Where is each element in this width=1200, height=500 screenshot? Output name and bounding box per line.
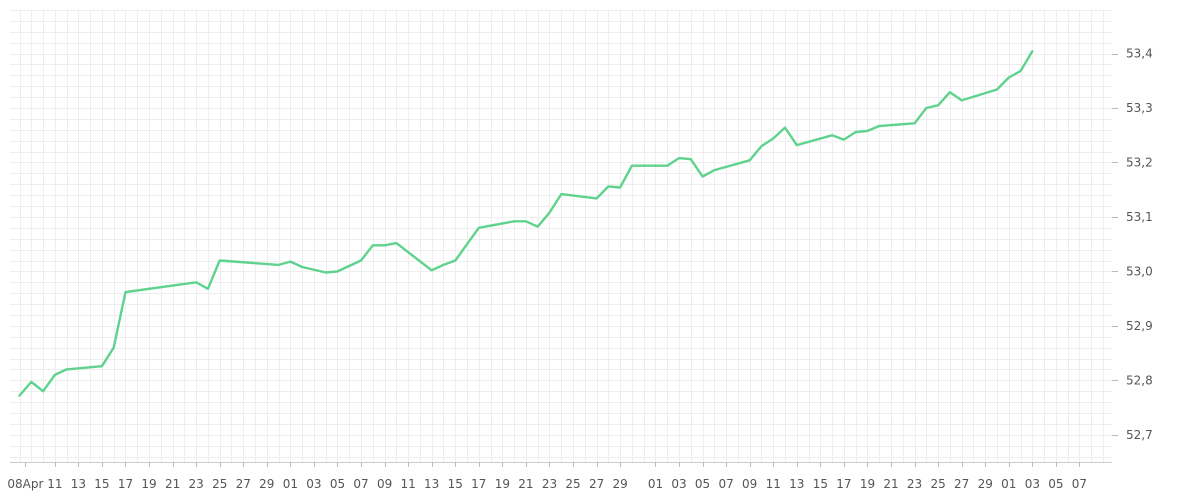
y-tick-label: 52,9 xyxy=(1126,319,1153,333)
x-tick-label: 07 xyxy=(1072,477,1087,491)
x-tick-label: 19 xyxy=(495,477,510,491)
y-tick-label: 52,7 xyxy=(1126,428,1153,442)
x-tick-label: 13 xyxy=(789,477,804,491)
x-tick-label: 19 xyxy=(860,477,875,491)
x-tick-label: 29 xyxy=(259,477,274,491)
x-tick-label: 09 xyxy=(742,477,757,491)
x-tick-label: 11 xyxy=(766,477,781,491)
x-tick-label: 29 xyxy=(978,477,993,491)
x-tick-label: 15 xyxy=(448,477,463,491)
x-tick-label: 23 xyxy=(189,477,204,491)
y-tick-label: 53,1 xyxy=(1126,210,1153,224)
x-tick-label: 27 xyxy=(954,477,969,491)
x-axis: 08Apr 11 13 15 17 19 21 23 25 27 29 01 03 05 07 09 11 13 1… xyxy=(7,462,1087,491)
y-tick-label: 53,0 xyxy=(1126,264,1153,278)
horizontal-gridlines xyxy=(10,10,1112,458)
vertical-gridlines xyxy=(20,10,1104,462)
series-line xyxy=(18,50,1034,397)
x-tick-label: 11 xyxy=(47,477,62,491)
y-axis: 52,7 52,8 52,9 53,0 53,1 53,2 53,3 53,4 xyxy=(1112,47,1153,442)
y-tick-label: 53,4 xyxy=(1126,47,1153,61)
x-tick-label: 21 xyxy=(883,477,898,491)
x-tick-label: 15 xyxy=(94,477,109,491)
x-tick-label: 05 xyxy=(695,477,710,491)
x-tick-label: 25 xyxy=(930,477,945,491)
x-tick-label: 07 xyxy=(353,477,368,491)
x-tick-label: 15 xyxy=(813,477,828,491)
x-tick-label: 09 xyxy=(377,477,392,491)
x-tick-label: 23 xyxy=(542,477,557,491)
x-tick-label: 03 xyxy=(306,477,321,491)
x-tick-label: 17 xyxy=(836,477,851,491)
x-tick-label: 01 xyxy=(648,477,663,491)
y-tick-label: 52,8 xyxy=(1126,373,1153,387)
x-tick-label: 05 xyxy=(1048,477,1063,491)
x-tick-label: 03 xyxy=(1025,477,1040,491)
x-tick-label: 25 xyxy=(565,477,580,491)
y-tick-label: 53,2 xyxy=(1126,155,1153,169)
x-tick-label: 21 xyxy=(518,477,533,491)
x-tick-label: 11 xyxy=(401,477,416,491)
x-tick-label: 29 xyxy=(612,477,627,491)
x-tick-label: 13 xyxy=(424,477,439,491)
x-tick-label: 23 xyxy=(907,477,922,491)
y-tick-label: 53,3 xyxy=(1126,101,1153,115)
x-tick-label: 05 xyxy=(330,477,345,491)
x-tick-label: 17 xyxy=(471,477,486,491)
x-tick-label: 25 xyxy=(212,477,227,491)
x-tick-label: 13 xyxy=(71,477,86,491)
x-tick-label: 01 xyxy=(283,477,298,491)
x-tick-label: 27 xyxy=(589,477,604,491)
x-tick-label: 17 xyxy=(118,477,133,491)
x-tick-label: 21 xyxy=(165,477,180,491)
x-tick-label: 07 xyxy=(718,477,733,491)
x-tick-label: 19 xyxy=(141,477,156,491)
x-tick-label: 08Apr xyxy=(7,477,43,491)
x-tick-label: 27 xyxy=(236,477,251,491)
x-tick-label: 03 xyxy=(671,477,686,491)
x-tick-label: 01 xyxy=(1001,477,1016,491)
